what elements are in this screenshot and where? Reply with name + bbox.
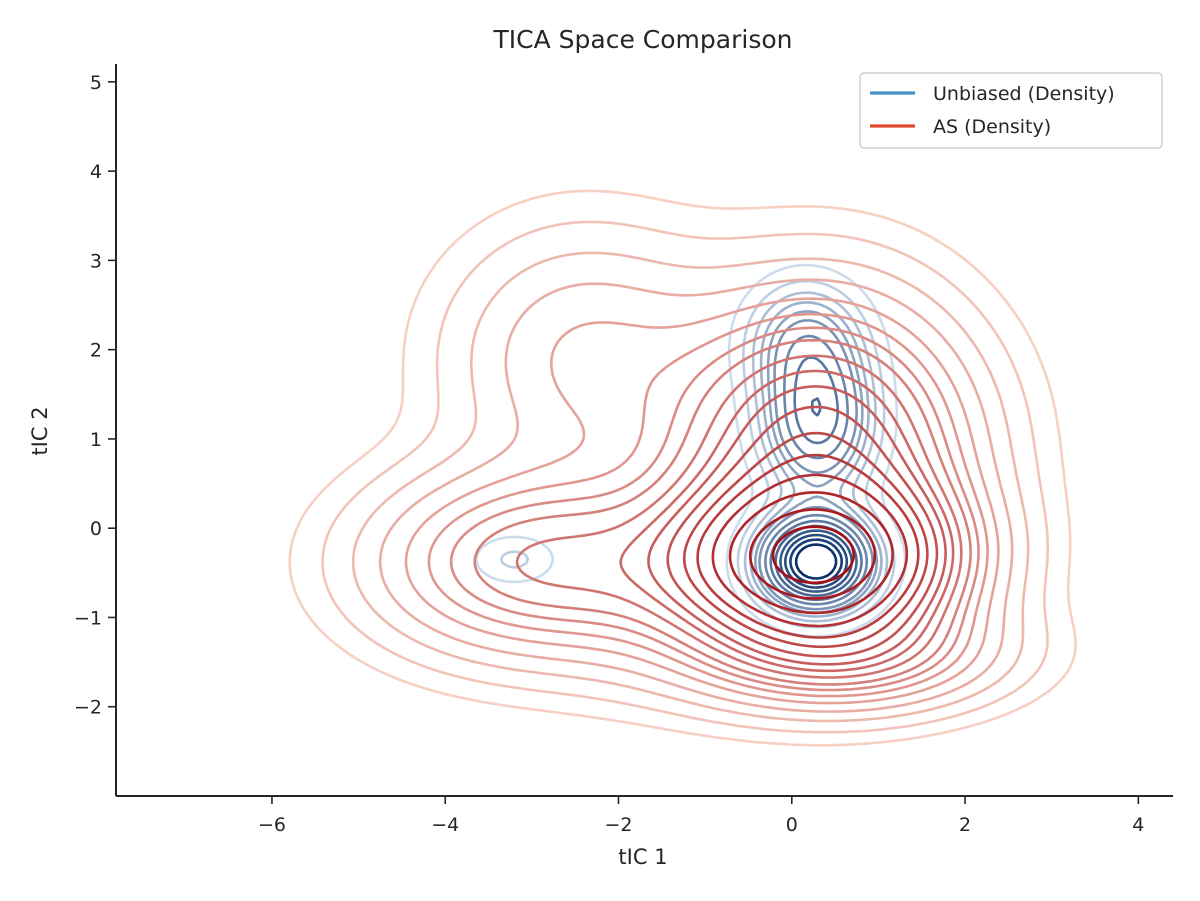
legend-label: Unbiased (Density) xyxy=(933,83,1115,105)
contour-level-1-3 xyxy=(378,278,1014,713)
contour-level-1-6 xyxy=(449,326,980,692)
contour-level-0-12 xyxy=(794,543,838,580)
legend-box xyxy=(859,72,1163,149)
x-tick-label: −2 xyxy=(605,814,633,836)
contour-level-0-11 xyxy=(789,538,843,585)
contour-level-1-15 xyxy=(728,491,894,615)
y-tick-label: 0 xyxy=(90,518,102,540)
contour-level-0-2 xyxy=(743,291,889,623)
contour-level-1-16 xyxy=(748,508,877,600)
contour-level-1-7 xyxy=(473,338,972,686)
contour-level-1-10 xyxy=(647,385,947,666)
axes: −6 −4 −2 0 2 4 −2 −1 0 1 2 3 4 5 xyxy=(74,64,1173,836)
contour-level-1-11 xyxy=(666,405,939,658)
contour-layer xyxy=(288,189,1077,747)
contour-level-1-8 xyxy=(515,354,963,679)
contour-level-1-1 xyxy=(321,220,1049,734)
contour-level-0-9 xyxy=(779,529,853,593)
legend: Unbiased (Density) AS (Density) xyxy=(859,72,1163,149)
chart-title: TICA Space Comparison xyxy=(493,25,793,54)
x-axis-label: tIC 1 xyxy=(618,845,667,869)
contour-level-1-0 xyxy=(288,189,1077,747)
contour-level-1-9 xyxy=(619,369,955,673)
y-axis-label: tIC 2 xyxy=(28,406,52,455)
x-tick-label: 2 xyxy=(959,814,971,836)
y-tick-label: 5 xyxy=(90,72,102,94)
contour-level-1-2 xyxy=(351,251,1030,723)
contour-level-1-5 xyxy=(427,312,989,698)
legend-label: AS (Density) xyxy=(933,116,1051,138)
y-tick-label: 1 xyxy=(90,429,102,451)
contour-level-1-17 xyxy=(771,525,856,585)
x-tick-label: 4 xyxy=(1132,814,1144,836)
x-tick-label: 0 xyxy=(786,814,798,836)
y-tick-label: 4 xyxy=(90,161,102,183)
y-tick-label: 2 xyxy=(90,340,102,362)
contour-series-1 xyxy=(288,189,1077,747)
contour-level-1-13 xyxy=(696,453,920,639)
y-tick-label: 3 xyxy=(90,250,102,272)
contour-level-1-4 xyxy=(404,297,1000,705)
y-tick-label: −1 xyxy=(74,607,102,629)
y-tick-label: −2 xyxy=(74,697,102,719)
contour-level-1-14 xyxy=(711,473,909,628)
contour-level-1-12 xyxy=(682,431,929,649)
x-tick-label: −4 xyxy=(431,814,459,836)
x-tick-label: −6 xyxy=(258,814,286,836)
